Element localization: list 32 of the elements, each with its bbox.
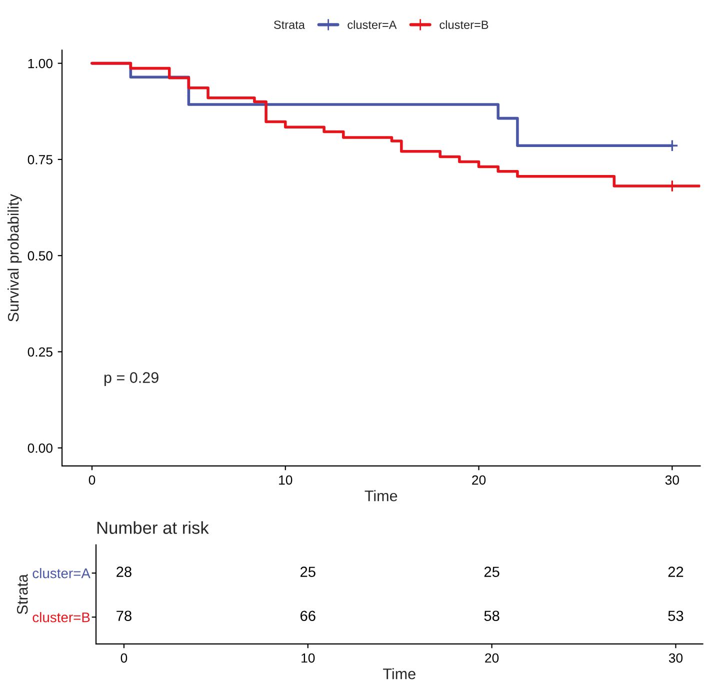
x-tick-label: 0 xyxy=(88,475,96,485)
annotation: p = 0.29 xyxy=(104,372,158,386)
legend-label: cluster=A xyxy=(348,20,397,29)
x-tick-label: 0 xyxy=(120,653,128,663)
x-tick-label: 30 xyxy=(668,653,683,663)
data-label: 66 xyxy=(300,610,316,622)
y-tick-label: 0.50 xyxy=(28,251,52,261)
legend-title: Strata xyxy=(274,20,305,29)
y-axis-title: Survival probability xyxy=(8,194,22,322)
y-axis-title: Strata xyxy=(16,574,28,614)
y-tick-label: 1.00 xyxy=(28,58,52,68)
y-tick-label: 0.25 xyxy=(28,347,52,357)
data-label: 25 xyxy=(300,566,316,577)
y-tick-label: cluster=B xyxy=(32,612,90,622)
data-label: 22 xyxy=(668,566,684,577)
x-tick-label: 10 xyxy=(279,475,292,485)
legend-label: cluster=B xyxy=(440,20,488,29)
data-label: 28 xyxy=(116,566,132,577)
x-axis-title: Time xyxy=(364,490,398,502)
x-tick-label: 20 xyxy=(485,653,499,663)
x-axis-title: Time xyxy=(383,668,416,680)
y-tick-label: cluster=A xyxy=(32,568,90,578)
data-label: 53 xyxy=(668,610,684,622)
chart-title: Number at risk xyxy=(97,521,209,534)
data-label: 25 xyxy=(484,566,500,577)
data-label: 78 xyxy=(116,610,132,622)
y-tick-label: 0.75 xyxy=(28,155,52,164)
data-label: 58 xyxy=(484,610,500,622)
x-tick-label: 10 xyxy=(302,653,315,663)
x-tick-label: 20 xyxy=(472,475,486,485)
y-tick-label: 0.00 xyxy=(28,443,52,453)
x-tick-label: 30 xyxy=(665,475,679,485)
